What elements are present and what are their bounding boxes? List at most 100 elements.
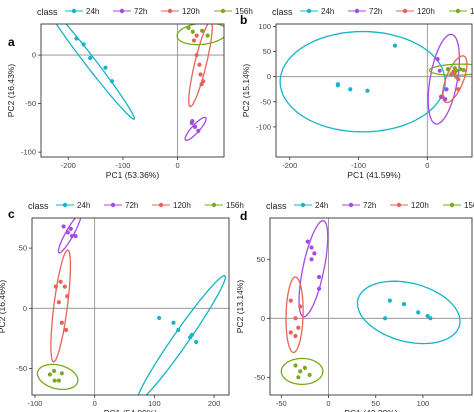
point-156h	[47, 372, 53, 377]
point-156h	[302, 365, 308, 370]
x-tick-label: -200	[61, 161, 76, 170]
point-156h	[52, 378, 57, 383]
point-24h	[103, 65, 108, 70]
legend-marker	[306, 8, 312, 14]
legend-marker	[354, 8, 360, 14]
point-24h	[157, 315, 162, 321]
legend-label: 24h	[315, 201, 328, 210]
y-axis-label: PC2 (16.46%)	[0, 280, 7, 334]
legend-title: class	[28, 201, 49, 211]
plot-area	[276, 24, 472, 157]
x-axis-label: PC1 (42.29%)	[344, 408, 398, 412]
point-120h	[198, 72, 203, 77]
series-120h	[50, 249, 72, 363]
plot-area	[41, 24, 224, 157]
x-tick-label: -50	[276, 399, 287, 408]
plot-frame	[269, 217, 473, 396]
legend-marker	[449, 202, 455, 208]
y-axis-label: PC2 (15.14%)	[241, 64, 251, 118]
point-72h	[316, 286, 322, 291]
legend-marker	[396, 202, 402, 208]
y-axis-label: PC2 (13.14%)	[235, 280, 245, 334]
point-156h	[307, 372, 312, 378]
y-tick-label: 0	[23, 304, 27, 313]
y-axis-label: PC2 (16.43%)	[6, 64, 16, 118]
series-72h	[57, 218, 82, 254]
point-156h	[190, 29, 195, 34]
x-tick-label: 100	[417, 399, 430, 408]
legend-marker	[220, 8, 226, 14]
x-tick-label: 0	[175, 161, 179, 170]
legend-title: class	[272, 7, 293, 17]
y-tick-label: 0	[267, 72, 271, 81]
x-tick-label: 200	[208, 399, 221, 408]
point-72h	[61, 224, 66, 229]
point-120h	[62, 284, 67, 289]
point-24h	[392, 43, 398, 48]
point-120h	[456, 87, 461, 92]
series-72h	[184, 116, 207, 141]
series-120h	[285, 276, 304, 354]
y-tick-label: -50	[25, 99, 36, 108]
ellipse-120h	[442, 55, 468, 104]
point-72h	[309, 257, 314, 262]
legend-label: 72h	[125, 201, 138, 210]
y-tick-label: -50	[16, 364, 27, 373]
point-120h	[58, 279, 63, 284]
point-120h	[298, 304, 303, 309]
point-24h	[416, 310, 421, 315]
legend-label: 72h	[134, 7, 147, 16]
y-tick-label: -50	[260, 97, 271, 106]
legend-label: 120h	[417, 7, 435, 16]
series-24h	[279, 30, 446, 133]
series-72h	[427, 33, 461, 125]
series-156h	[176, 24, 224, 46]
point-120h	[456, 77, 461, 82]
ellipse-24h	[137, 275, 227, 395]
point-72h	[190, 118, 195, 124]
ellipse-72h	[427, 33, 461, 125]
legend-marker	[167, 8, 173, 14]
point-120h	[56, 300, 61, 305]
ellipse-24h	[279, 30, 446, 133]
legend-item-72h: 72h	[348, 7, 382, 16]
point-120h	[197, 62, 202, 67]
point-72h	[435, 57, 440, 62]
legend-label: 156h	[235, 7, 253, 16]
legend-label: 24h	[86, 7, 99, 16]
y-tick-label: -100	[256, 122, 271, 131]
point-72h	[444, 87, 449, 92]
point-156h	[445, 67, 451, 72]
y-tick-label: 100	[258, 22, 271, 31]
legend-item-72h: 72h	[342, 201, 376, 210]
legend-item-24h: 24h	[56, 201, 90, 210]
ellipse-24h	[55, 24, 136, 120]
x-tick-label: -200	[282, 161, 297, 170]
legend-marker	[158, 202, 164, 208]
x-tick-label: -100	[27, 399, 42, 408]
legend-item-72h: 72h	[113, 7, 147, 16]
series-156h	[428, 63, 472, 76]
series-24h	[356, 280, 461, 345]
point-24h	[176, 327, 181, 333]
point-120h	[59, 320, 64, 325]
x-tick-label: 100	[148, 399, 161, 408]
legend-label: 120h	[182, 7, 200, 16]
series-24h	[55, 24, 136, 120]
point-24h	[194, 339, 199, 345]
point-156h	[186, 25, 191, 30]
point-120h	[199, 82, 204, 87]
point-72h	[309, 245, 314, 250]
legend-item-156h: 156h	[449, 7, 474, 16]
point-156h	[59, 371, 64, 376]
plot-area	[270, 218, 472, 395]
point-120h	[288, 298, 293, 303]
point-24h	[335, 83, 340, 88]
panel-label: d	[240, 209, 247, 223]
legend-marker	[300, 202, 306, 208]
x-axis-label: PC1 (53.36%)	[106, 170, 160, 180]
y-tick-label: -50	[254, 373, 265, 382]
legend-label: 120h	[411, 201, 429, 210]
plot-area	[32, 218, 229, 395]
